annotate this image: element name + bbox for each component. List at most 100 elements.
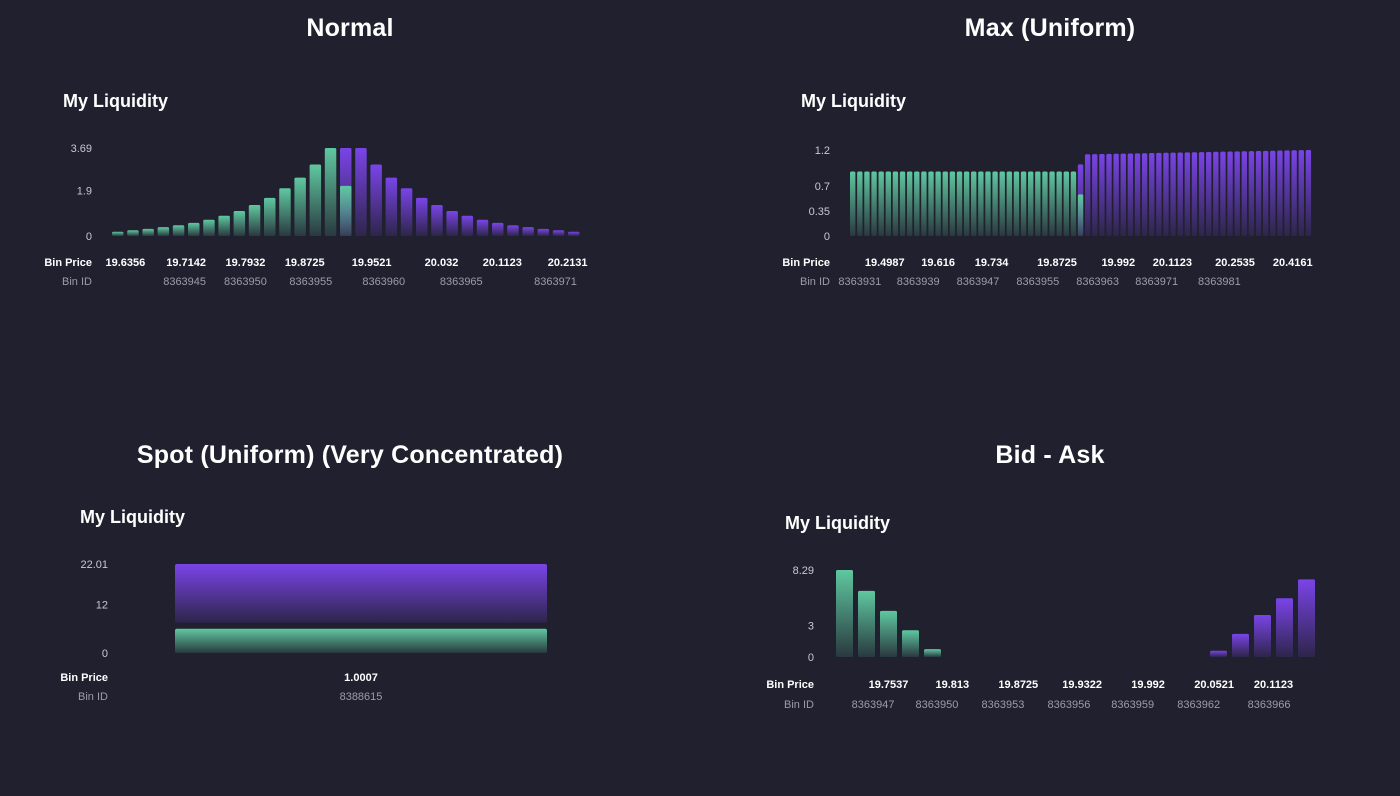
bin-price-label: 19.616 xyxy=(921,257,955,269)
liquidity-bar xyxy=(142,228,154,236)
bin-price-row-label: Bin Price xyxy=(782,257,830,269)
liquidity-bar xyxy=(175,628,547,653)
liquidity-bar xyxy=(858,590,875,657)
liquidity-bar xyxy=(1232,633,1249,657)
liquidity-bar xyxy=(355,148,367,236)
liquidity-bar xyxy=(971,171,977,236)
bin-id-label: 8363939 xyxy=(897,276,940,288)
liquidity-chart-max-uniform: 1.2 0.7 0.35 0 Bin Price Bin ID 19.4987 19.616 1… xyxy=(782,145,1313,288)
bin-price-label: 20.4161 xyxy=(1273,257,1313,269)
bin-price-label: 20.0521 xyxy=(1194,679,1234,691)
liquidity-bar xyxy=(172,225,185,236)
liquidity-bar xyxy=(233,210,246,236)
liquidity-chart-bid-ask: 8.29 3 0 Bin Price Bin ID 19.7537 19.813 19.872… xyxy=(766,565,1315,711)
bin-price-row-label: Bin Price xyxy=(766,679,814,691)
bin-price-row-label: Bin Price xyxy=(44,257,92,269)
liquidity-bar xyxy=(446,210,458,236)
y-tick-label: 1.9 xyxy=(77,186,92,198)
liquidity-bar xyxy=(985,171,991,236)
bin-id-label: 8363971 xyxy=(534,276,577,288)
y-tick-label: 8.29 xyxy=(793,565,814,577)
bin-price-label: 19.9521 xyxy=(352,257,392,269)
liquidity-bar xyxy=(1127,153,1134,236)
bin-id-label: 8363955 xyxy=(1016,276,1059,288)
liquidity-bar xyxy=(203,219,215,236)
bin-id-label: 8363963 xyxy=(1076,276,1119,288)
bin-id-label: 8363960 xyxy=(362,276,405,288)
y-tick-label: 0.35 xyxy=(809,206,830,218)
liquidity-bar xyxy=(1248,151,1255,236)
liquidity-bar xyxy=(1163,152,1169,236)
liquidity-bar xyxy=(416,197,428,236)
liquidity-bar xyxy=(880,610,897,657)
bin-price-label: 19.992 xyxy=(1101,257,1135,269)
liquidity-bar xyxy=(1298,579,1315,657)
bin-id-label: 8363959 xyxy=(1111,699,1154,711)
liquidity-bar xyxy=(1056,171,1062,236)
liquidity-bar xyxy=(850,171,856,236)
liquidity-bar xyxy=(1298,150,1304,236)
bin-id-label: 8363950 xyxy=(915,699,958,711)
liquidity-bar xyxy=(175,564,547,623)
bin-price-row-label: Bin Price xyxy=(60,672,108,684)
liquidity-bar xyxy=(1006,171,1013,236)
bin-price-label: 20.2535 xyxy=(1215,257,1255,269)
y-tick-label: 1.2 xyxy=(815,145,830,157)
bin-id-label: 8363966 xyxy=(1248,699,1291,711)
liquidity-bar xyxy=(522,227,534,236)
liquidity-bar xyxy=(476,219,489,236)
liquidity-bar xyxy=(949,171,956,236)
bin-id-label: 8363947 xyxy=(957,276,1000,288)
liquidity-bar xyxy=(1262,150,1269,236)
liquidity-bar xyxy=(924,649,941,657)
bin-price-label: 19.8725 xyxy=(285,257,325,269)
bin-id-row-label: Bin ID xyxy=(800,276,830,288)
bin-id-label: 8363956 xyxy=(1047,699,1090,711)
liquidity-bar xyxy=(1020,171,1027,236)
liquidity-bar xyxy=(218,215,230,236)
bin-price-label: 19.734 xyxy=(975,257,1010,269)
liquidity-bar xyxy=(264,197,276,236)
panel-title: Bid - Ask xyxy=(995,441,1105,469)
liquidity-bar xyxy=(914,171,920,236)
liquidity-bar xyxy=(1213,151,1219,236)
liquidity-bar xyxy=(1276,598,1293,657)
bin-id-label: 8363981 xyxy=(1198,276,1241,288)
chart-heading: My Liquidity xyxy=(80,507,185,527)
y-tick-label: 3 xyxy=(808,621,814,633)
liquidity-bar xyxy=(1092,154,1098,236)
bin-price-label: 19.9322 xyxy=(1062,679,1102,691)
liquidity-bar xyxy=(864,171,870,236)
liquidity-bar xyxy=(885,171,891,236)
liquidity-bar xyxy=(492,222,504,236)
liquidity-bar xyxy=(1042,171,1048,236)
bin-price-label: 19.8725 xyxy=(1037,257,1077,269)
liquidity-bar xyxy=(928,171,934,236)
bin-price-label: 20.2131 xyxy=(548,257,588,269)
liquidity-bar xyxy=(1106,153,1112,236)
chart-panel-spot: Spot (Uniform) (Very Concentrated) My Li… xyxy=(0,398,700,796)
liquidity-bar xyxy=(279,188,291,236)
liquidity-bar xyxy=(1284,150,1290,236)
bin-price-label: 20.032 xyxy=(425,257,459,269)
liquidity-bar xyxy=(340,185,352,236)
liquidity-bar xyxy=(1149,153,1155,236)
liquidity-bar xyxy=(963,171,970,236)
liquidity-bar xyxy=(1277,150,1283,236)
bin-id-label: 8363950 xyxy=(224,276,267,288)
bin-id-label: 8363953 xyxy=(981,699,1024,711)
bin-id-label: 8363955 xyxy=(289,276,332,288)
liquidity-bar xyxy=(431,204,443,236)
liquidity-bar xyxy=(400,188,413,236)
chart-heading: My Liquidity xyxy=(785,513,890,533)
panel-title: Normal xyxy=(306,14,394,42)
liquidity-bar xyxy=(1156,152,1162,236)
liquidity-bar xyxy=(999,171,1005,236)
bin-price-label: 1.0007 xyxy=(344,672,378,684)
bin-price-label: 19.7537 xyxy=(869,679,909,691)
y-tick-label: 3.69 xyxy=(71,143,92,155)
bin-price-label: 19.6356 xyxy=(105,257,145,269)
liquidity-bar xyxy=(1220,151,1226,236)
bin-id-label: 8363965 xyxy=(440,276,483,288)
liquidity-bar xyxy=(1234,151,1240,236)
